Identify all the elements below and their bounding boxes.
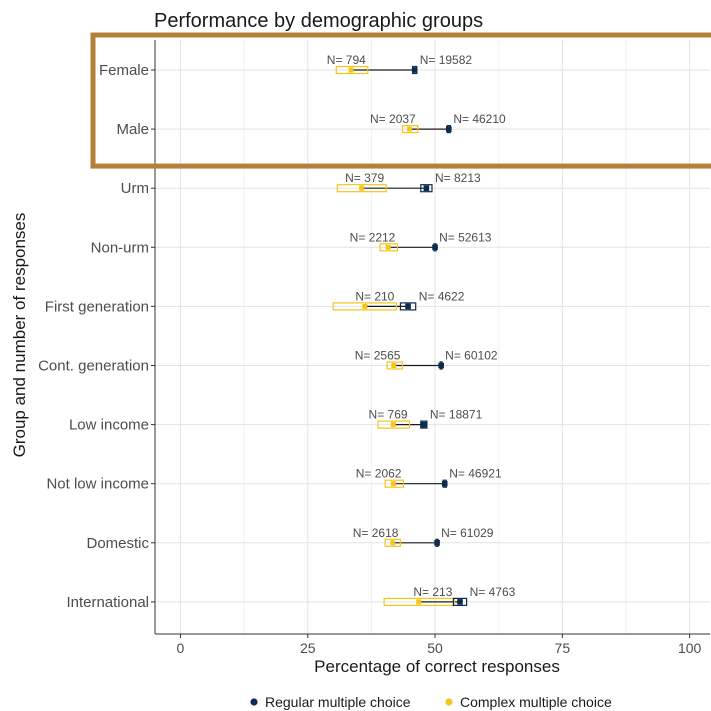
regular-point: [411, 67, 418, 73]
complex-n-label: N= 2212: [350, 230, 396, 244]
category-label: Not low income: [46, 476, 149, 493]
legend-marker-regular: [250, 698, 258, 706]
complex-point: [391, 363, 397, 368]
complex-n-label: N= 2037: [370, 112, 416, 126]
regular-n-label: N= 19582: [420, 53, 473, 67]
regular-ci-box: [420, 420, 428, 429]
regular-ci-box: [420, 184, 433, 193]
x-axis-label: Percentage of correct responses: [314, 657, 560, 676]
x-tick-label: 75: [555, 640, 571, 656]
complex-ci-box: [386, 361, 404, 370]
complex-point: [385, 244, 391, 250]
regular-n-label: N= 46210: [453, 112, 506, 126]
regular-n-label: N= 8213: [435, 171, 481, 185]
complex-ci-box: [384, 479, 405, 488]
complex-n-label: N= 379: [345, 171, 384, 185]
complex-point: [362, 303, 368, 309]
regular-point: [434, 540, 440, 546]
category-label: Urm: [121, 180, 149, 197]
category-label: Female: [99, 62, 149, 79]
complex-point: [390, 540, 396, 546]
complex-n-label: N= 794: [327, 53, 366, 67]
complex-point: [348, 67, 354, 73]
category-label: Non-urm: [91, 239, 149, 256]
x-tick-label: 100: [678, 640, 702, 656]
legend-label-complex: Complex multiple choice: [460, 694, 612, 710]
legend-marker-complex: [445, 698, 453, 706]
category-label: First generation: [45, 298, 149, 315]
complex-n-label: N= 2565: [355, 349, 401, 363]
regular-n-label: N= 4763: [470, 585, 516, 599]
complex-ci-box: [384, 538, 402, 547]
highlight-box: [90, 32, 711, 169]
complex-ci-box: [332, 302, 397, 311]
category-label: Domestic: [86, 535, 149, 552]
complex-ci-box: [401, 124, 419, 134]
complex-ci-box: [377, 420, 411, 429]
regular-n-label: N= 61029: [441, 526, 494, 540]
legend: Regular multiple choice Complex multiple …: [250, 694, 612, 710]
regular-ci-box: [452, 597, 468, 607]
regular-point: [432, 244, 438, 251]
regular-point: [423, 185, 430, 191]
category-label: Male: [116, 121, 149, 138]
category-label: International: [66, 594, 149, 611]
regular-point: [421, 421, 427, 428]
regular-point: [457, 599, 463, 605]
x-tick-label: 0: [177, 640, 185, 656]
y-axis-label: Group and number of responses: [10, 213, 29, 458]
complex-n-label: N= 769: [369, 408, 408, 422]
legend-label-regular: Regular multiple choice: [265, 694, 411, 710]
regular-n-label: N= 46921: [449, 467, 502, 481]
regular-n-label: N= 60102: [445, 349, 498, 363]
complex-point: [390, 422, 396, 428]
complex-point: [416, 599, 422, 605]
complex-point: [407, 126, 413, 132]
regular-ci-box: [399, 302, 417, 311]
complex-n-label: N= 210: [355, 289, 394, 303]
category-label: Low income: [69, 417, 149, 434]
category-label: Cont. generation: [38, 358, 149, 375]
complex-point: [359, 185, 365, 191]
complex-ci-box: [335, 65, 369, 75]
regular-n-label: N= 52613: [439, 230, 492, 244]
complex-n-label: N= 2618: [353, 526, 399, 540]
complex-ci-box: [383, 597, 455, 607]
complex-ci-box: [379, 243, 398, 252]
complex-n-label: N= 2062: [356, 467, 402, 481]
regular-point: [445, 126, 452, 132]
chart-title: Performance by demographic groups: [154, 10, 483, 32]
regular-n-label: N= 4622: [419, 289, 465, 303]
regular-n-label: N= 18871: [430, 408, 483, 422]
regular-point: [405, 303, 411, 310]
regular-point: [441, 480, 448, 487]
plot-area: 0 25 50 75 100 Female Male Urm Non-urm First gene…: [38, 32, 711, 656]
regular-point: [438, 362, 444, 369]
x-tick-label: 25: [300, 640, 316, 656]
x-tick-label: 50: [427, 640, 443, 656]
complex-n-label: N= 213: [413, 585, 452, 599]
complex-point: [390, 481, 396, 487]
complex-ci-box: [336, 184, 387, 193]
